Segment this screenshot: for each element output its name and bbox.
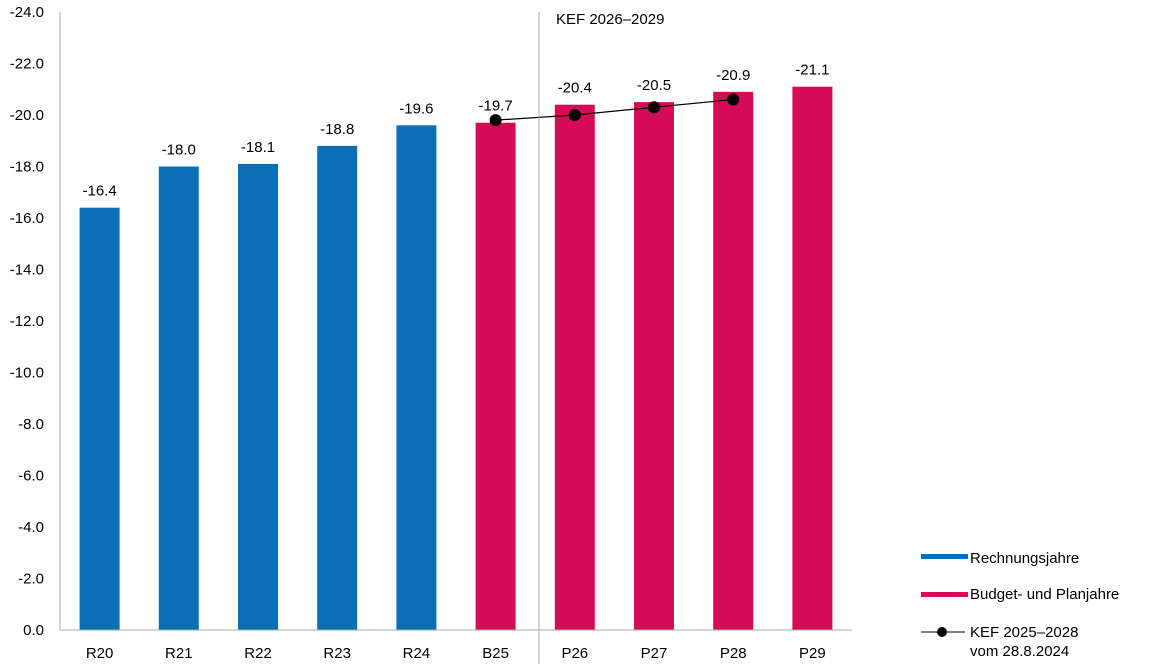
x-tick-label: P28 <box>720 645 747 662</box>
legend-label-budget: Budget- und Planjahre <box>970 586 1119 603</box>
x-tick-label: R21 <box>165 645 193 662</box>
data-labels: -16.4 -18.0 -18.1 -18.8 -19.6 -19.7 -20.4 -20.5… <box>82 62 829 200</box>
y-tick-label: -4.0 <box>18 519 44 536</box>
kef-line-path <box>495 98 734 121</box>
data-label: -20.9 <box>716 67 750 84</box>
data-label: -18.1 <box>241 139 275 156</box>
y-tick-label: -10.0 <box>10 365 44 382</box>
x-tick-label: R22 <box>244 645 272 662</box>
data-label: -20.5 <box>637 77 671 94</box>
y-axis: 0.0 -2.0 -4.0 -6.0 -8.0 -10.0 -12.0 -14.0 -16.0 -… <box>10 4 61 639</box>
legend-swatch-rechnungsjahre <box>921 554 968 559</box>
bar-p26 <box>554 104 595 630</box>
legend-label-kef-line1: KEF 2025–2028 <box>970 624 1078 641</box>
kef-point-b25 <box>489 114 502 127</box>
y-tick-label: -2.0 <box>18 571 44 588</box>
x-tick-label: R24 <box>403 645 431 662</box>
bar-p28 <box>713 91 754 630</box>
data-label: -21.1 <box>795 62 829 79</box>
bar-r24 <box>396 125 437 631</box>
kef-line <box>489 93 740 127</box>
kef-point-p26 <box>568 109 581 121</box>
y-tick-label: -20.0 <box>10 107 44 124</box>
y-tick-label: -6.0 <box>18 468 44 485</box>
y-tick-label: -16.0 <box>10 210 44 227</box>
bar-r20 <box>79 207 120 630</box>
data-label: -16.4 <box>82 183 116 200</box>
bar-r23 <box>317 145 358 630</box>
legend-label-rechnungsjahre: Rechnungsjahre <box>970 550 1079 567</box>
x-tick-label: P26 <box>561 645 588 662</box>
kef-point-p28 <box>727 93 740 106</box>
y-tick-label: -22.0 <box>10 56 44 73</box>
legend-label-kef-line2: vom 28.8.2024 <box>970 643 1069 660</box>
y-tick-label: -24.0 <box>10 4 44 21</box>
y-tick-label: -14.0 <box>10 262 44 279</box>
bar-r21 <box>158 166 199 630</box>
x-tick-label: P29 <box>799 645 826 662</box>
x-axis: R20 R21 R22 R23 R24 B25 P26 P27 P28 P29 <box>60 629 852 662</box>
bar-b25 <box>475 122 516 630</box>
bar-p29 <box>792 86 833 631</box>
y-tick-label: -18.0 <box>10 159 44 176</box>
x-tick-label: B25 <box>482 645 509 662</box>
data-label: -19.6 <box>399 100 433 117</box>
data-label: -19.7 <box>478 98 512 115</box>
legend-swatch-budget <box>921 592 968 597</box>
y-tick-label: -12.0 <box>10 313 44 330</box>
x-tick-label: P27 <box>641 645 668 662</box>
x-tick-label: R20 <box>86 645 114 662</box>
data-label: -18.8 <box>320 121 354 138</box>
x-tick-label: R23 <box>323 645 351 662</box>
bars <box>79 86 833 631</box>
legend-marker-kef <box>937 627 947 637</box>
annotation-kef-2026-2029: KEF 2026–2029 <box>556 11 664 28</box>
kef-point-p27 <box>648 101 660 114</box>
bar-r22 <box>238 163 278 631</box>
data-label: -20.4 <box>558 80 592 97</box>
y-tick-label: 0.0 <box>23 622 44 639</box>
bar-p27 <box>634 102 674 630</box>
y-tick-label: -8.0 <box>18 416 44 433</box>
legend: Rechnungsjahre Budget- und Planjahre KEF… <box>921 550 1119 660</box>
data-label: -18.0 <box>162 142 196 159</box>
